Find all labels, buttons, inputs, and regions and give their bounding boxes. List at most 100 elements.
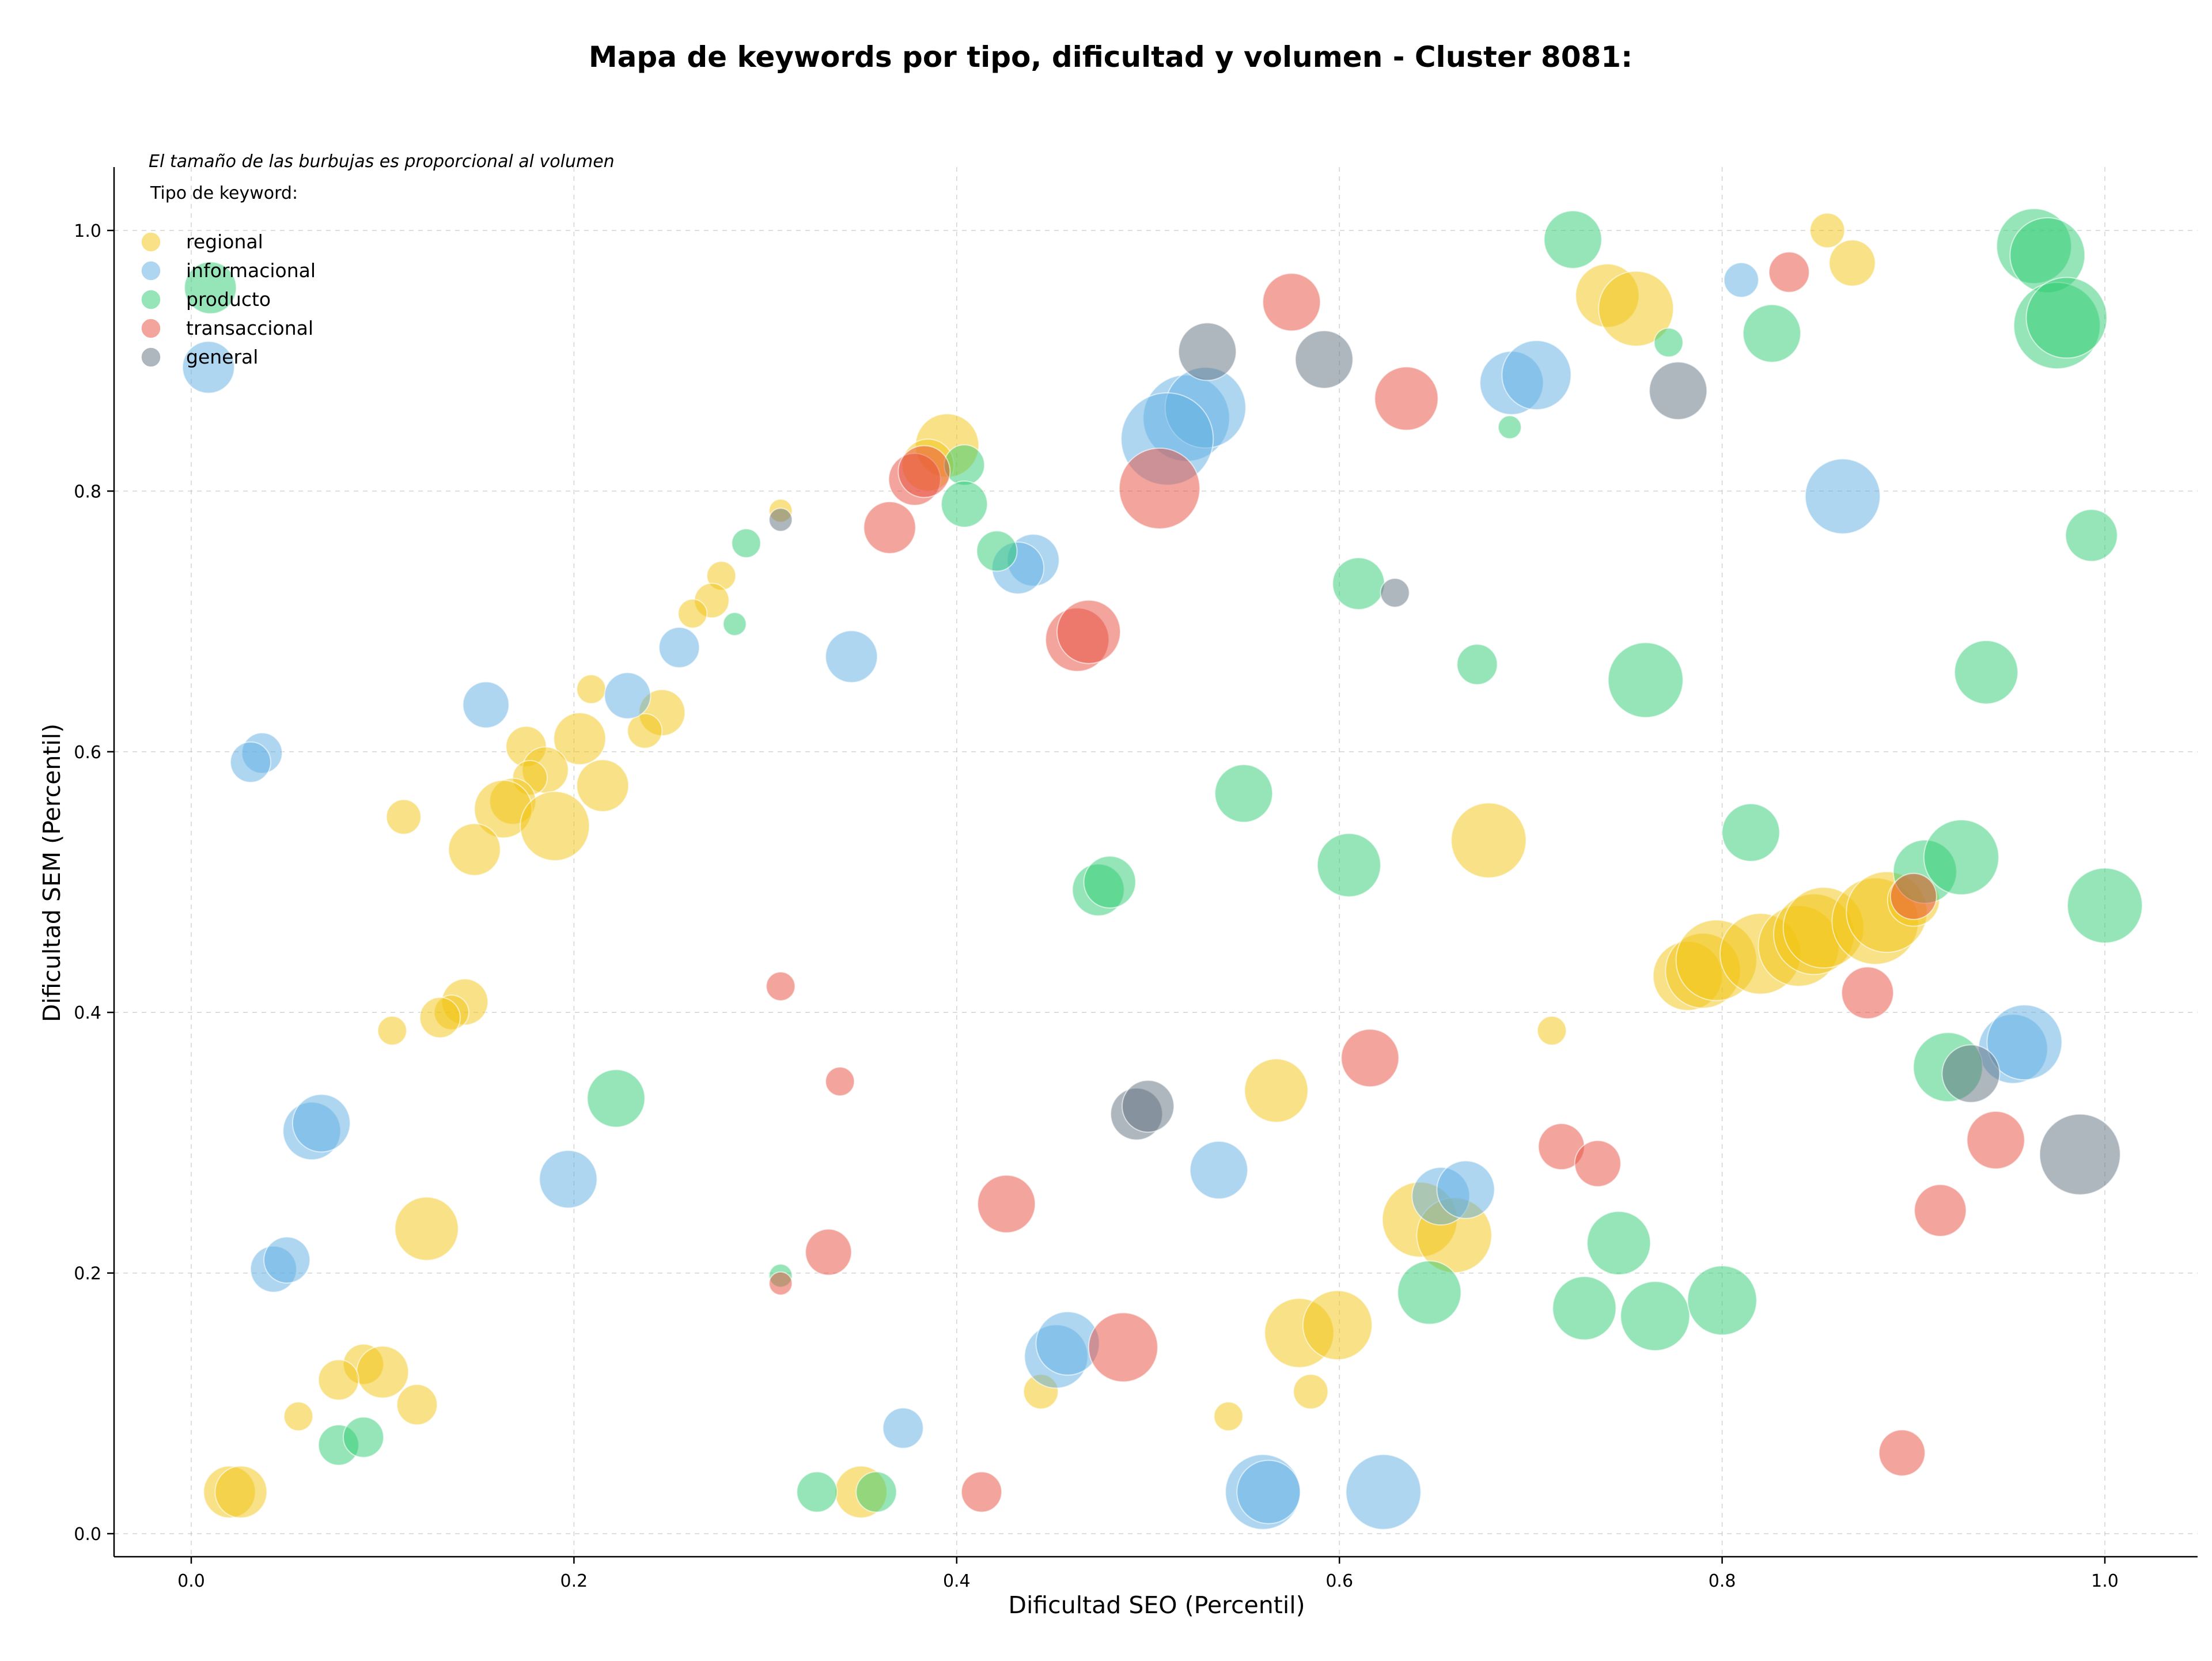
legend-marker-transaccional (141, 318, 161, 339)
bubble-producto (1954, 640, 2019, 705)
bubble-informacional (229, 741, 271, 783)
bubbles (181, 208, 2143, 1530)
bubble-informacional (1804, 458, 1881, 535)
bubble-regional (283, 1401, 314, 1432)
bubble-regional (1828, 239, 1876, 287)
bubble-producto (1923, 819, 1999, 896)
bubble-producto (1316, 833, 1381, 898)
bubble-producto (1543, 210, 1603, 269)
bubble-informacional (604, 672, 652, 720)
grid-lines (114, 167, 2198, 1557)
bubble-transaccional (897, 445, 951, 498)
x-tick-label: 0.4 (943, 1571, 971, 1591)
bubble-regional (520, 790, 590, 861)
bubble-producto (184, 261, 237, 315)
bubble-regional (1213, 1401, 1244, 1432)
bubble-size-note: El tamaño de las burbujas es proporciona… (149, 152, 615, 172)
bubble-informacional (1723, 262, 1759, 298)
bubble-producto (1456, 644, 1498, 686)
bubble-transaccional (1374, 366, 1439, 431)
bubble-informacional (658, 626, 700, 668)
y-tick-label: 0.0 (74, 1524, 101, 1545)
bubble-producto (941, 480, 988, 528)
bubble-regional (356, 1345, 410, 1399)
bubble-general (2039, 1113, 2121, 1195)
bubble-regional (576, 674, 607, 705)
bubble-producto (2065, 509, 2118, 562)
bubble-general (1294, 330, 1354, 389)
legend-label-informacional: informacional (186, 259, 316, 282)
bubble-regional (1450, 802, 1527, 879)
x-tick-label: 0.8 (1709, 1571, 1736, 1591)
bubble-producto (944, 444, 986, 486)
bubble-informacional (1436, 1160, 1495, 1219)
bubble-regional (677, 599, 708, 629)
x-tick-label: 0.6 (1325, 1571, 1353, 1591)
bubble-transaccional (1574, 1140, 1622, 1187)
bubble-transaccional (977, 1174, 1036, 1234)
bubble-producto (1497, 415, 1522, 440)
bubble-regional (627, 713, 663, 749)
legend-marker-general (141, 347, 161, 368)
legend-marker-producto (141, 289, 161, 310)
bubble-general (1941, 1044, 2001, 1103)
bubble-transaccional (1914, 1184, 1967, 1238)
bubble-producto (976, 530, 1018, 572)
bubble-general (1380, 577, 1410, 608)
x-tick-label: 0.2 (560, 1571, 588, 1591)
bubble-producto (731, 528, 762, 558)
bubble-informacional (882, 1407, 924, 1449)
bubble-transaccional (805, 1228, 853, 1276)
bubble-producto (1586, 1210, 1652, 1276)
bubble-informacional (462, 681, 510, 729)
legend-marker-informacional (141, 260, 161, 281)
bubble-regional (377, 1015, 407, 1046)
bubble-producto (1552, 1276, 1617, 1341)
bubble-producto (1742, 304, 1801, 363)
bubble-transaccional (768, 1271, 793, 1296)
bubble-regional (1293, 1374, 1329, 1410)
bubble-general (1649, 361, 1708, 421)
legend: regional informacional producto transaccion… (141, 230, 316, 368)
bubble-producto (1083, 856, 1137, 909)
y-tick-label: 0.4 (74, 1003, 101, 1023)
y-tick-label: 0.2 (74, 1264, 101, 1284)
bubble-informacional (1501, 340, 1572, 411)
bubble-producto (2067, 867, 2143, 944)
bubble-transaccional (1118, 447, 1200, 529)
axes: 0.0 0.2 0.4 0.6 0.8 1.0 0.0 0.2 0.4 0.6 0.8 1.0 (74, 167, 2198, 1591)
bubble-regional (1244, 1058, 1309, 1123)
bubble-informacional (1345, 1454, 1422, 1530)
y-tick-label: 0.8 (74, 482, 101, 502)
bubble-regional (214, 1465, 268, 1519)
bubble-transaccional (1056, 599, 1122, 664)
bubble-transaccional (825, 1066, 855, 1097)
bubble-transaccional (1262, 273, 1321, 332)
legend-label-general: general (186, 346, 258, 368)
bubble-informacional (825, 630, 878, 683)
legend-label-transaccional: transaccional (186, 317, 313, 339)
legend-marker-regional (141, 232, 161, 252)
bubble-transaccional (766, 971, 796, 1001)
chart-title: Mapa de keywords por tipo, dificultad y … (589, 40, 1633, 74)
bubble-regional (419, 997, 461, 1039)
bubble-regional (1302, 1290, 1373, 1361)
y-axis-label: Dificultad SEM (Percentil) (38, 724, 66, 1022)
bubble-producto (1607, 642, 1684, 718)
bubble-informacional (291, 1094, 351, 1153)
bubble-transaccional (960, 1471, 1002, 1513)
legend-label-regional: regional (186, 230, 263, 253)
bubble-producto (1214, 764, 1274, 823)
bubble-regional (1598, 270, 1675, 347)
bubble-transaccional (1340, 1028, 1400, 1088)
bubble-informacional (263, 1236, 311, 1284)
bubble-producto (1653, 327, 1684, 358)
bubble-producto (1332, 557, 1385, 611)
y-tick-label: 1.0 (74, 221, 101, 241)
bubble-regional (317, 1359, 359, 1401)
bubble-producto (722, 612, 747, 637)
bubble-transaccional (1841, 966, 1895, 1020)
bubble-producto (1620, 1281, 1691, 1352)
